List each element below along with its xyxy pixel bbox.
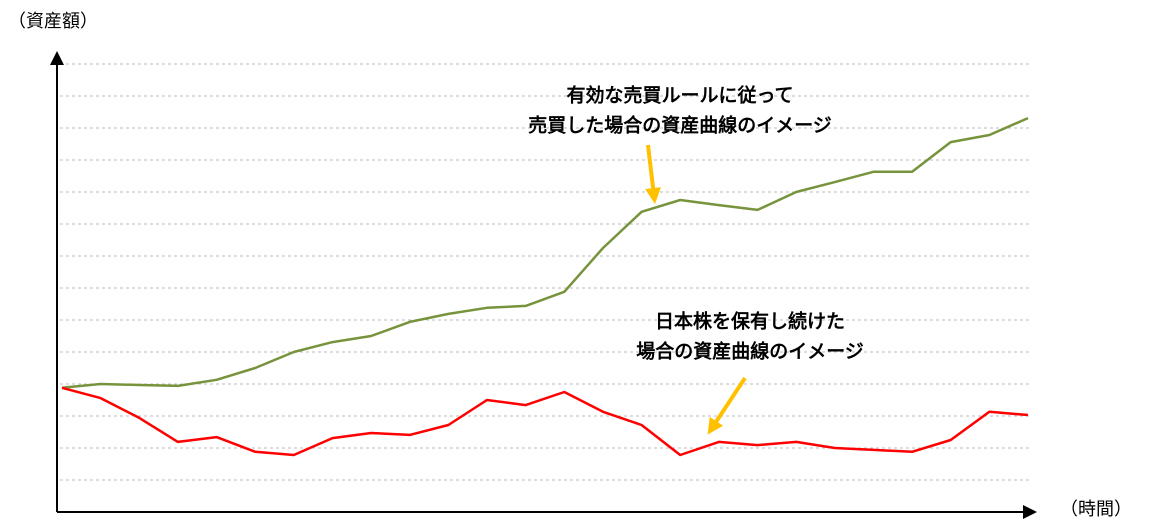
series-line (61, 386, 1029, 457)
annotation: 有効な売買ルールに従って (566, 84, 793, 107)
arrow (707, 376, 747, 435)
y-axis-label: （資産額） (8, 11, 98, 32)
lines (61, 116, 1029, 457)
arrow (645, 144, 662, 204)
x-axis-label: （時間） (1060, 499, 1132, 520)
annotation: 日本株を保有し続けた (655, 310, 845, 333)
annotation: 場合の資産曲線のイメージ (636, 340, 864, 363)
series-line (61, 116, 1029, 390)
annotation: 売買した場合の資産曲線のイメージ (528, 114, 832, 137)
